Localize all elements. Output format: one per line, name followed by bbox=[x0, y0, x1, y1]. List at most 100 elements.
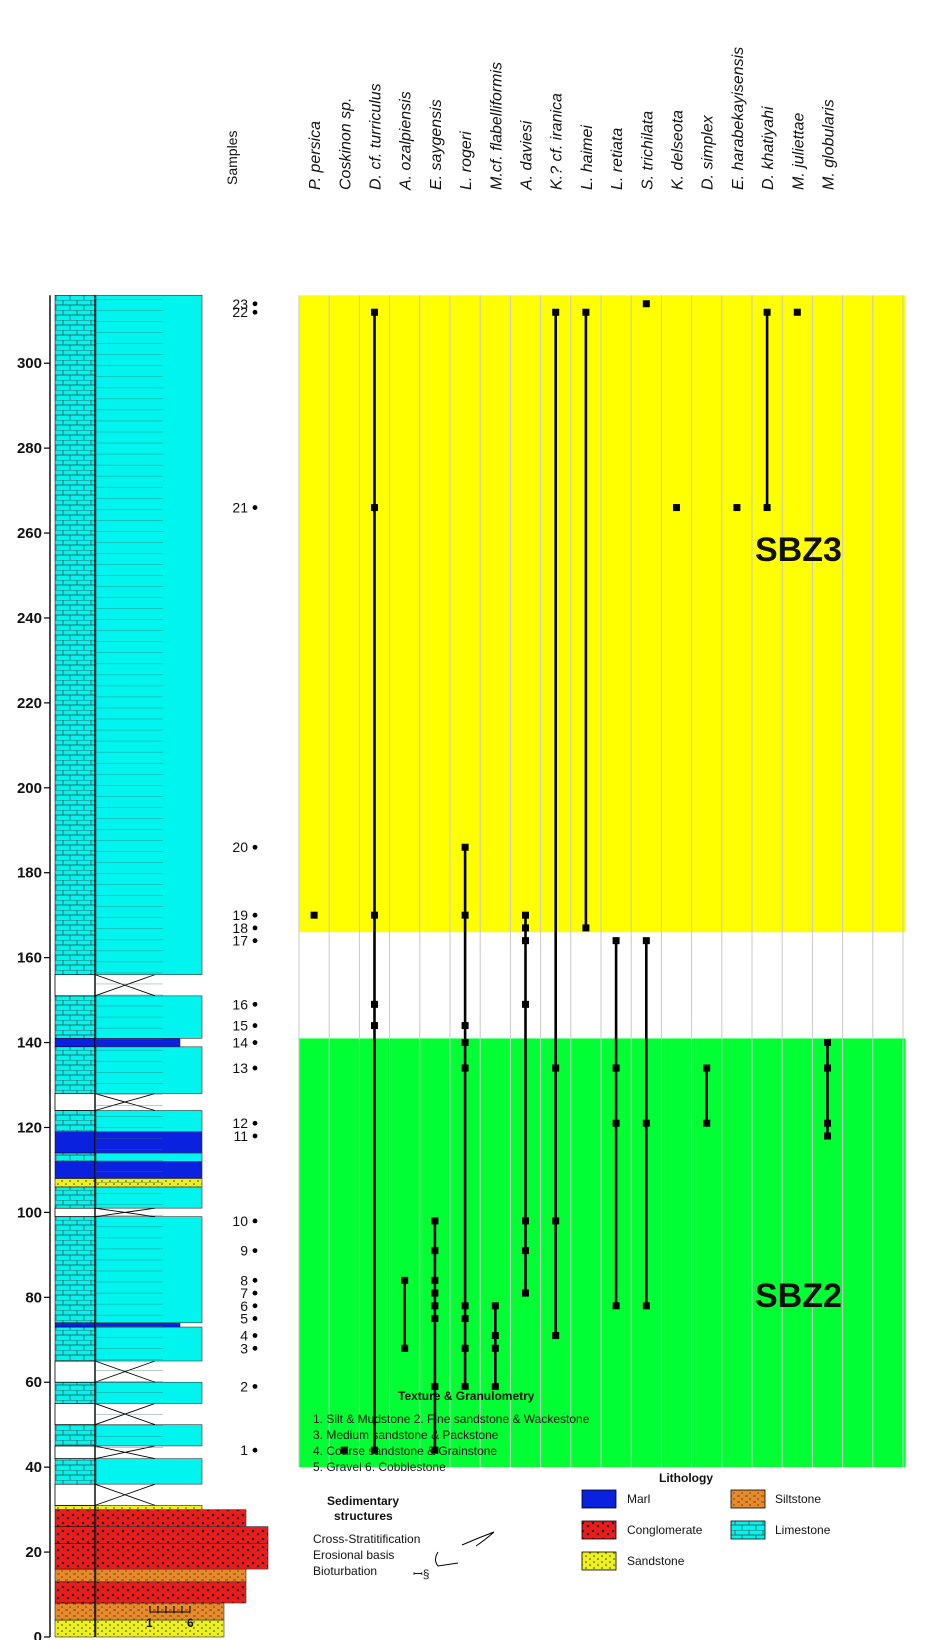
occurrence-marker bbox=[310, 911, 318, 919]
depth-tick-label: 240 bbox=[17, 610, 42, 627]
covered-interval bbox=[94, 1207, 156, 1218]
occurrence-marker bbox=[522, 911, 529, 919]
erosional-basis-icon bbox=[435, 1551, 459, 1567]
sample-dot bbox=[252, 1345, 258, 1351]
occurrence-marker bbox=[491, 1302, 499, 1310]
lithology-bed bbox=[54, 1178, 96, 1188]
occurrence-marker bbox=[431, 1446, 439, 1454]
sample-label: 12 bbox=[232, 1115, 248, 1131]
texture-bed bbox=[95, 1424, 203, 1447]
zone-label-sbz2: SBZ2 bbox=[755, 1277, 842, 1315]
sample-label: 10 bbox=[232, 1213, 248, 1229]
legend-texture: Texture & Granulometry 1. Silt & Mudston… bbox=[313, 1389, 590, 1474]
column-gap bbox=[54, 974, 96, 997]
texture-bed bbox=[95, 1619, 225, 1638]
texture-bed bbox=[95, 1152, 203, 1162]
texture-bed bbox=[95, 1322, 181, 1328]
legend-lithology-item: Conglomerate bbox=[627, 1523, 703, 1537]
texture-bed bbox=[95, 1543, 269, 1570]
sample-dot bbox=[252, 1333, 258, 1338]
taxon-label: L. haimei bbox=[579, 125, 596, 190]
texture-bed bbox=[95, 1186, 203, 1209]
depth-tick-label: 120 bbox=[17, 1119, 42, 1136]
texture-bed bbox=[95, 1110, 203, 1133]
legend-sed-item: Cross-Stratitification bbox=[313, 1532, 420, 1546]
occurrence-marker bbox=[371, 1022, 378, 1030]
column-gap bbox=[54, 1093, 96, 1111]
sample-dot bbox=[252, 938, 258, 944]
occurrence-marker bbox=[703, 1119, 711, 1127]
sample-label: 9 bbox=[240, 1243, 248, 1259]
taxon-label: M. juliettae bbox=[790, 113, 807, 190]
covered-interval bbox=[94, 1445, 156, 1460]
depth-tick-label: 80 bbox=[25, 1289, 42, 1306]
occurrence-marker bbox=[552, 1064, 560, 1072]
sample-label: 8 bbox=[240, 1272, 248, 1288]
covered-interval bbox=[94, 1093, 156, 1111]
sample-dot bbox=[252, 1384, 258, 1389]
texture-bed bbox=[95, 1131, 203, 1154]
depth-tick-label: 160 bbox=[17, 950, 42, 967]
legend-texture-title: Texture & Granulometry bbox=[398, 1389, 535, 1403]
taxon-label: K.? cf. iranica bbox=[549, 93, 566, 190]
occurrence-marker bbox=[461, 1064, 469, 1072]
sample-dot bbox=[252, 1447, 258, 1453]
legend-texture-line: 3. Medium sandstone & Packstone bbox=[313, 1428, 499, 1442]
sample-label: 11 bbox=[233, 1128, 248, 1144]
taxon-ranges bbox=[310, 300, 831, 1454]
sample-label: 5 bbox=[240, 1311, 248, 1327]
legend-lithology-title: Lithology bbox=[659, 1471, 713, 1485]
bioturbation-icon: ꟷ§ bbox=[413, 1567, 429, 1581]
occurrence-marker bbox=[824, 1039, 831, 1047]
texture-bed bbox=[95, 1161, 203, 1179]
lithology-bed bbox=[54, 1505, 96, 1510]
legend-lithology-item: Sandstone bbox=[627, 1554, 685, 1568]
cross-stratification-icon bbox=[461, 1531, 495, 1547]
zone-band bbox=[299, 932, 906, 1039]
texture-bed bbox=[95, 294, 203, 975]
occurrence-marker bbox=[401, 1344, 409, 1352]
occurrence-marker bbox=[431, 1289, 439, 1297]
sample-dot bbox=[252, 1303, 258, 1309]
lithology-bed bbox=[54, 1619, 96, 1638]
lithologic-column bbox=[54, 294, 269, 1638]
occurrence-marker bbox=[824, 1064, 831, 1072]
occurrence-marker bbox=[371, 308, 378, 316]
zone-band bbox=[299, 1038, 906, 1468]
legend-sed-item: Erosional basis bbox=[313, 1548, 394, 1562]
sample-dot bbox=[252, 1218, 258, 1224]
taxon-headers: P. persica Coskinon sp. D. cf. turriculus A… bbox=[307, 47, 837, 191]
occurrence-marker bbox=[612, 1064, 620, 1072]
depth-tick-label: 20 bbox=[25, 1544, 42, 1561]
occurrence-marker bbox=[371, 911, 378, 919]
legend-texture-line: 1. Silt & Mudstone 2. Fine sandstone & W… bbox=[313, 1412, 590, 1426]
occurrence-marker bbox=[673, 504, 680, 512]
siltstone-swatch bbox=[730, 1489, 766, 1509]
lithology-bed bbox=[54, 1581, 96, 1604]
occurrence-marker bbox=[491, 1344, 499, 1352]
taxon-label: E. harabekayisensis bbox=[730, 47, 747, 190]
sample-dot bbox=[252, 1316, 258, 1321]
texture-scale-max: 6 bbox=[187, 1616, 194, 1630]
lithology-bed bbox=[54, 1038, 96, 1048]
taxon-label: S. trichilata bbox=[639, 111, 656, 190]
lithology-bed bbox=[54, 1458, 96, 1485]
legend-lithology: Lithology Marl Siltstone Conglomerate Li… bbox=[581, 1471, 831, 1571]
lithology-bed bbox=[54, 1046, 96, 1094]
depth-tick-label: 260 bbox=[17, 525, 42, 542]
lithology-bed bbox=[54, 1322, 96, 1328]
occurrence-marker bbox=[461, 1315, 469, 1323]
range-chart-grid bbox=[298, 295, 904, 1468]
sample-dot bbox=[252, 1277, 258, 1283]
column-gap bbox=[54, 1360, 96, 1383]
occurrence-marker bbox=[552, 1332, 560, 1340]
taxon-label: K. delseota bbox=[670, 110, 687, 190]
sample-label: 21 bbox=[232, 500, 248, 516]
sample-label: 22 bbox=[232, 304, 248, 320]
sample-label: 1 bbox=[240, 1442, 248, 1458]
sample-dot bbox=[252, 1120, 258, 1126]
occurrence-marker bbox=[401, 1276, 409, 1284]
taxon-label: E. saygensis bbox=[428, 99, 445, 190]
texture-bed bbox=[95, 1216, 203, 1324]
